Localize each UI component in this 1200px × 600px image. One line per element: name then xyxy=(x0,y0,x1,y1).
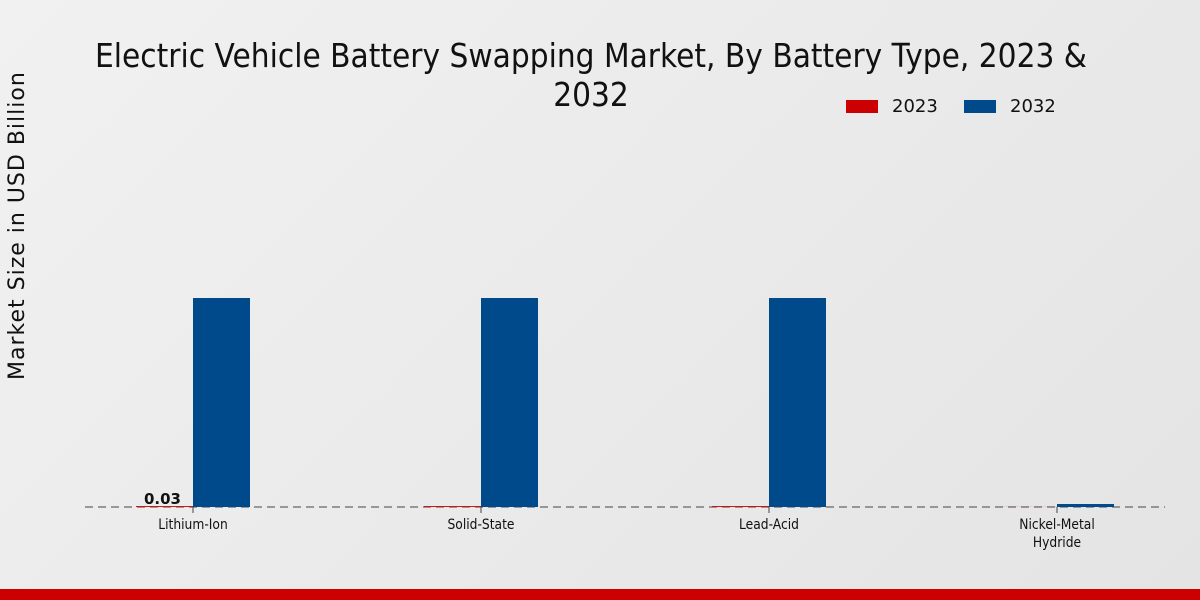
x-tick-label: Lithium-Ion xyxy=(158,517,228,533)
x-tick-label: Hydride xyxy=(1033,535,1081,551)
legend-label-2032: 2032 xyxy=(1010,96,1056,117)
x-tick-label: Nickel-Metal xyxy=(1019,517,1094,533)
bar-2032-lithium-ion xyxy=(193,298,250,507)
legend-item-2032: 2032 xyxy=(964,96,1056,117)
footer-bar xyxy=(0,589,1200,600)
bar-2032-solid-state xyxy=(481,298,538,507)
chart-title: Electric Vehicle Battery Swapping Market… xyxy=(95,36,1087,114)
x-tick-label: Lead-Acid xyxy=(739,517,799,533)
bar-2032-lead-acid xyxy=(769,298,826,507)
legend-item-2023: 2023 xyxy=(846,96,938,117)
x-tick-label: Solid-State xyxy=(447,517,514,533)
legend-label-2023: 2023 xyxy=(892,96,938,117)
bar-2023-solid-state xyxy=(424,506,481,507)
data-label: 0.03 xyxy=(144,490,181,508)
legend-swatch-2023 xyxy=(846,100,878,113)
bar-2023-lead-acid xyxy=(712,506,769,507)
legend-swatch-2032 xyxy=(964,100,996,113)
bar-2032-nickel-metal-hydride xyxy=(1057,504,1114,507)
bar-2023-lithium-ion xyxy=(136,506,193,507)
